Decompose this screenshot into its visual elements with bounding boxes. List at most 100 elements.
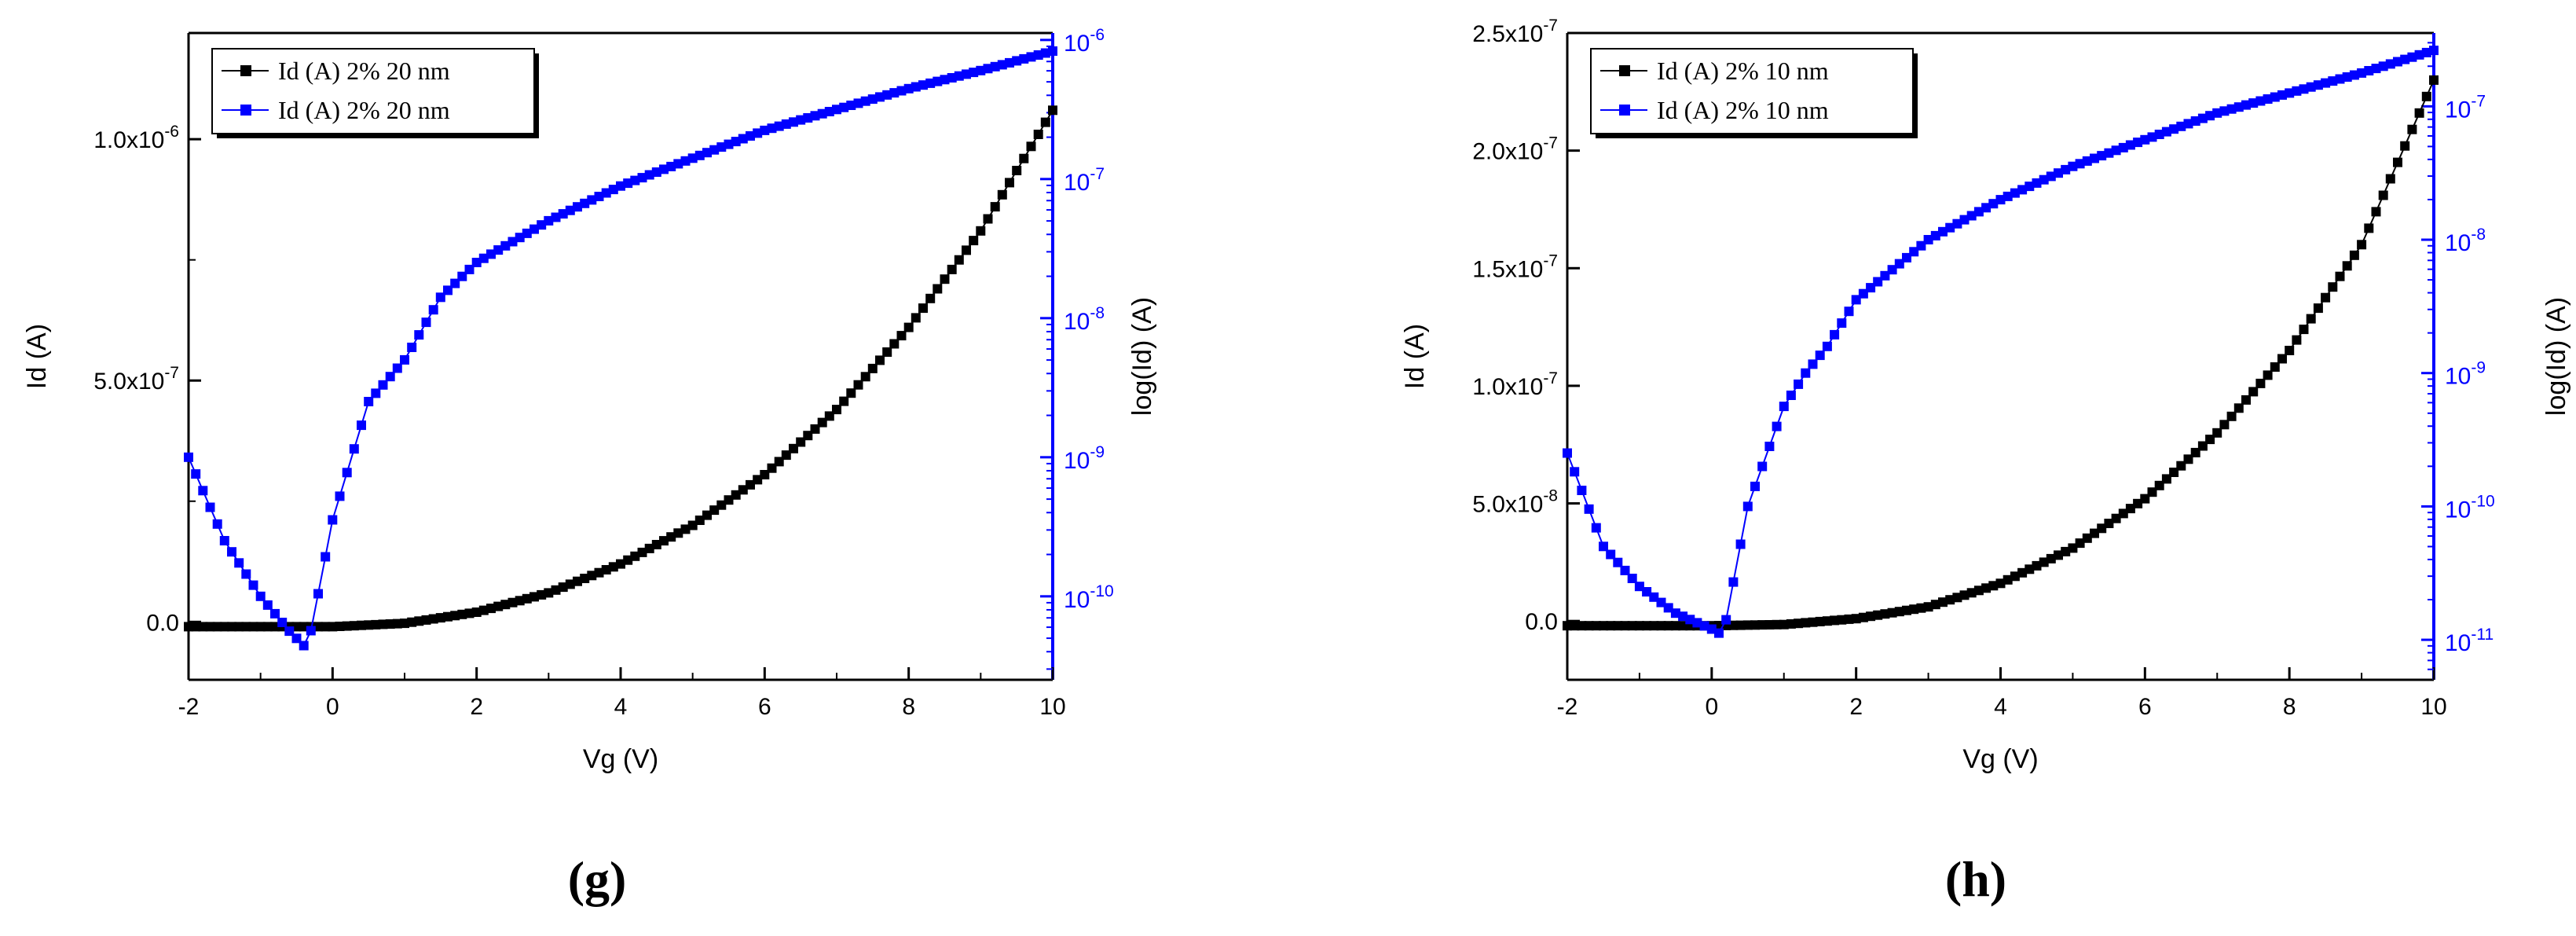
series-log-point <box>651 167 661 177</box>
series-log-point <box>508 237 518 247</box>
series-linear-point <box>414 616 424 626</box>
series-linear-point <box>2407 124 2417 134</box>
series-log-point <box>357 420 366 431</box>
series-log-point <box>2104 148 2114 158</box>
series-linear-point <box>184 622 193 632</box>
series-log-point <box>2061 164 2071 174</box>
series-linear-point <box>313 622 323 632</box>
series-linear-point <box>2147 487 2157 497</box>
series-log-point <box>493 245 504 255</box>
series-linear-point <box>580 574 590 583</box>
series-linear-point <box>1584 621 1594 631</box>
series-log-point <box>335 491 345 501</box>
series-log-point <box>1794 379 1804 389</box>
series-linear-point <box>2032 560 2042 571</box>
series-log-point <box>478 253 489 263</box>
series-log-point <box>248 580 258 590</box>
series-linear-point <box>2248 387 2259 397</box>
series-linear-point <box>760 470 770 479</box>
series-log-point <box>407 343 417 352</box>
series-log-point <box>1786 391 1796 400</box>
series-log-point <box>2154 130 2164 139</box>
series-linear-point <box>2017 567 2028 578</box>
series-linear-point <box>2125 504 2135 514</box>
series-log-point <box>1757 461 1768 472</box>
series-linear-point <box>1945 595 1955 605</box>
series-log-point <box>1930 230 1940 240</box>
legend-swatch-marker <box>240 105 251 116</box>
series-log-point <box>198 486 208 496</box>
series-linear-point <box>2321 292 2331 303</box>
series-linear-point <box>1735 620 1746 630</box>
series-log-point <box>760 125 770 135</box>
series-log-point <box>443 285 453 295</box>
series-linear-point <box>1577 621 1587 631</box>
series-linear-point <box>587 571 597 581</box>
series-linear-point <box>1040 117 1050 127</box>
y2-axis-label: log(Id) (A) <box>2541 297 2571 416</box>
series-linear-point <box>335 622 345 631</box>
series-log-point <box>867 94 878 105</box>
series-linear-point <box>2306 314 2316 324</box>
series-linear-point <box>1599 621 1608 631</box>
series-log-point <box>2371 64 2381 74</box>
series-log-point <box>2299 84 2309 94</box>
x-tick-label: 4 <box>1994 694 2007 720</box>
x-tick-label: 6 <box>758 694 771 720</box>
series-log-point <box>702 148 712 158</box>
series-linear-point <box>867 363 878 373</box>
series-linear-point <box>1779 619 1789 630</box>
series-linear-point <box>407 617 417 627</box>
y-tick-label: 2.5x10-7 <box>1472 17 1558 47</box>
series-linear-point <box>731 490 741 500</box>
series-log-point <box>2169 124 2179 134</box>
series-linear-point <box>2039 557 2049 567</box>
series-log-point <box>616 181 625 191</box>
series-log-point <box>882 90 892 100</box>
series-log-point <box>306 626 316 636</box>
series-log-point <box>2292 86 2302 96</box>
series-linear-point <box>1678 621 1688 631</box>
series-log-point <box>191 469 201 479</box>
series-linear-point <box>1988 581 1999 591</box>
series-linear-point <box>659 536 669 546</box>
y-tick-label: 1.0x10-6 <box>93 123 179 153</box>
series-log-point <box>997 60 1007 70</box>
series-log-point <box>1591 523 1601 533</box>
series-log-point <box>2414 50 2424 60</box>
series-log-point <box>687 153 698 163</box>
series-log-point <box>471 258 482 267</box>
series-log-point <box>2111 145 2121 156</box>
series-linear-point <box>781 450 791 461</box>
series-linear-point <box>2335 271 2345 281</box>
series-log-point <box>2321 78 2331 88</box>
series-linear-point <box>680 524 691 534</box>
series-linear-point <box>1563 621 1572 631</box>
series-linear-point <box>2025 564 2035 574</box>
series-linear-point <box>551 585 561 595</box>
y-tick-label: 2.0x10-7 <box>1472 134 1558 165</box>
series-linear-point <box>1663 621 1673 631</box>
series-linear-point <box>2371 207 2381 217</box>
series-linear-point <box>421 615 431 625</box>
series-log-point <box>2082 156 2092 166</box>
series-log-point <box>1012 56 1022 66</box>
series-linear-point <box>1772 619 1782 630</box>
series-linear-point <box>371 619 381 630</box>
series-linear-point <box>2299 325 2309 335</box>
series-log-point <box>1988 199 1999 209</box>
series-linear-point <box>1627 621 1637 631</box>
series-linear-point <box>853 380 863 390</box>
series-log-point <box>587 195 597 205</box>
series-linear-point <box>2263 370 2273 380</box>
panel-label: (g) <box>568 851 627 907</box>
series-log-point <box>644 170 654 180</box>
series-log <box>184 46 1057 651</box>
series-linear-point <box>810 424 820 434</box>
series-linear-point <box>832 405 841 415</box>
series-linear-point <box>976 226 986 236</box>
series-linear-point <box>1858 612 1868 622</box>
legend: Id (A) 2% 10 nm Id (A) 2% 10 nm <box>1590 48 1918 138</box>
series-linear-point <box>493 601 504 611</box>
series-linear-point <box>2082 533 2092 543</box>
